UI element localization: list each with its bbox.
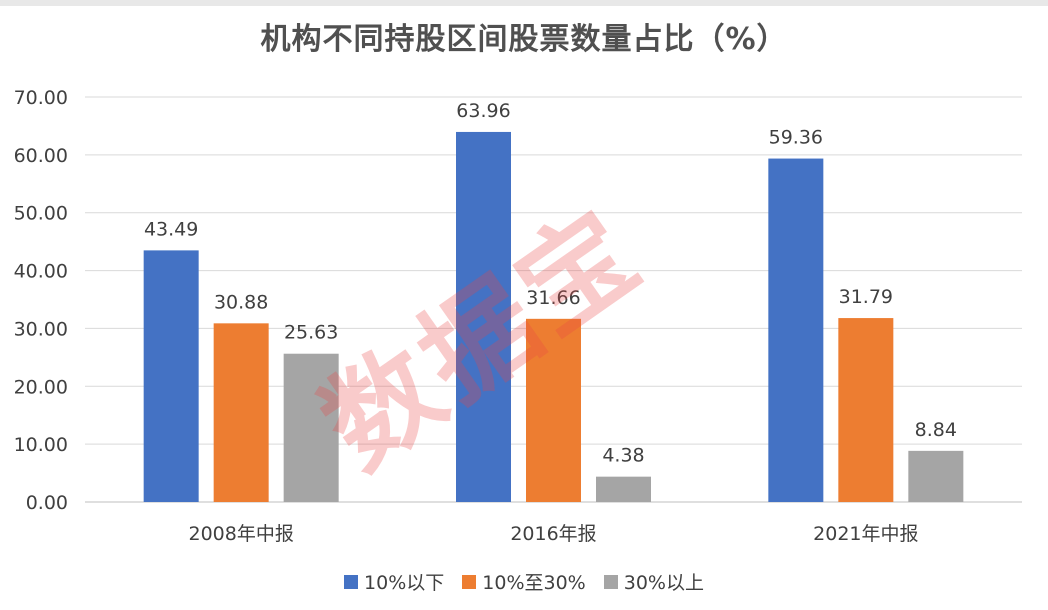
- y-tick-label: 30.00: [14, 318, 68, 340]
- legend-item: 30%以上: [603, 568, 704, 595]
- x-tick-label: 2021年中报: [813, 523, 918, 545]
- chart-title: 机构不同持股区间股票数量占比（%）: [260, 22, 788, 57]
- data-label: 30.88: [214, 291, 268, 313]
- bar: [143, 250, 199, 502]
- bar: [596, 476, 651, 502]
- bar: [213, 323, 269, 502]
- data-label: 8.84: [915, 419, 957, 441]
- y-tick-label: 50.00: [14, 203, 68, 225]
- x-tick-label: 2016年报: [510, 523, 596, 545]
- y-tick-label: 20.00: [14, 376, 68, 398]
- bar: [526, 318, 581, 502]
- y-tick-label: 10.00: [14, 434, 68, 456]
- legend: 10%以下 10%至30% 30%以上: [0, 568, 1048, 595]
- x-tick-label: 2008年中报: [188, 523, 293, 545]
- data-label: 31.66: [526, 287, 580, 309]
- y-tick-label: 40.00: [14, 261, 68, 283]
- data-label: 63.96: [456, 100, 510, 122]
- legend-swatch: [344, 574, 359, 589]
- y-tick-label: 70.00: [14, 87, 68, 109]
- bar: [283, 353, 339, 502]
- y-tick-label: 0.00: [26, 492, 68, 514]
- legend-item: 10%至30%: [462, 568, 586, 595]
- legend-label: 10%至30%: [482, 572, 586, 594]
- bar: [768, 158, 824, 502]
- data-label: 43.49: [144, 218, 198, 240]
- data-label: 4.38: [602, 445, 644, 467]
- top-strip: [0, 0, 1048, 6]
- data-label: 25.63: [284, 322, 338, 344]
- legend-item: 10%以下: [344, 568, 444, 595]
- bar: [456, 131, 511, 502]
- data-label: 31.79: [839, 286, 893, 308]
- bar: [908, 450, 964, 502]
- legend-swatch: [603, 574, 618, 589]
- y-tick-label: 60.00: [14, 145, 68, 167]
- bar: [838, 318, 894, 502]
- legend-label: 30%以上: [623, 572, 704, 594]
- data-label: 59.36: [769, 127, 823, 149]
- legend-swatch: [462, 574, 477, 589]
- legend-label: 10%以下: [364, 572, 445, 594]
